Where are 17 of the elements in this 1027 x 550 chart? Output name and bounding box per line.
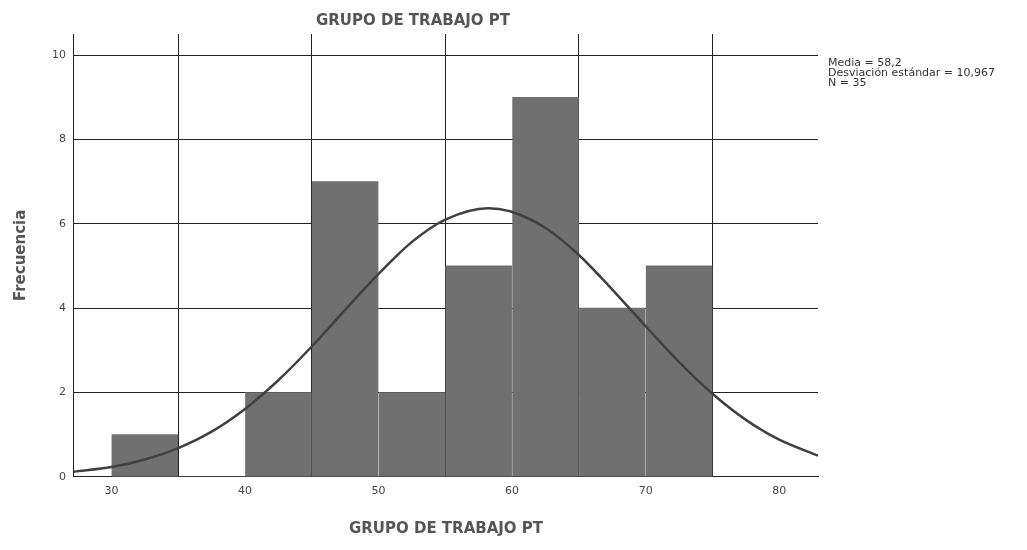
x-tick-label: 30: [104, 484, 119, 498]
y-tick-label: 0: [59, 469, 66, 483]
y-axis-title: Frecuencia: [10, 209, 29, 302]
x-tick-label: 80: [772, 484, 787, 498]
line-series: [74, 206, 818, 473]
y-tick-label: 2: [59, 385, 66, 399]
x-tick-label: 40: [237, 484, 252, 498]
x-tick-label: 70: [638, 484, 653, 498]
y-tick-label: 4: [59, 300, 66, 314]
text: N = 35: [828, 76, 867, 90]
y-tick-label: 8: [59, 132, 66, 146]
x-axis-title: GRUPO DE TRABAJO PT: [348, 518, 544, 537]
x-tick-label: 60: [505, 484, 520, 498]
y-tick-label: 10: [52, 47, 66, 61]
x-tick-label: 50: [371, 484, 386, 498]
chart-title: GRUPO DE TRABAJO PT: [315, 10, 511, 29]
y-tick-label: 6: [59, 216, 66, 230]
